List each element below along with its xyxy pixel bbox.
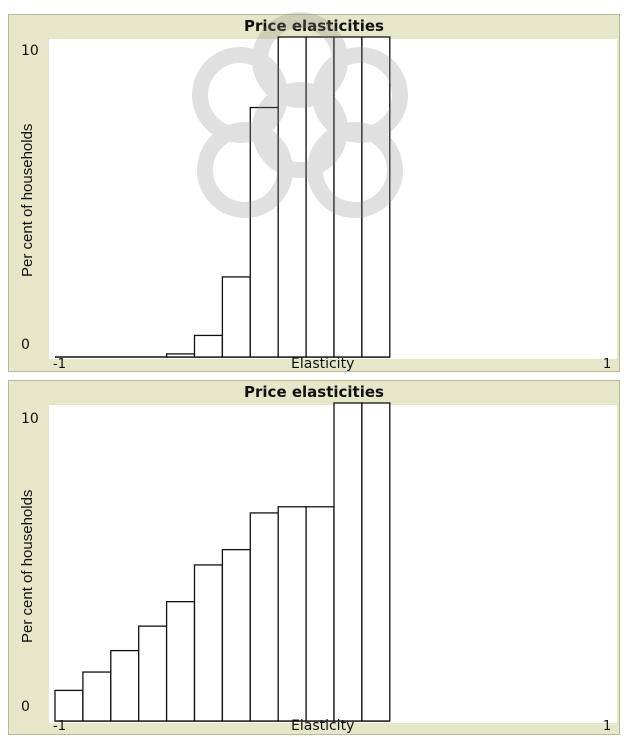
y-tick-label-min: 0	[21, 337, 30, 353]
chart-title: Price elasticities	[244, 17, 384, 35]
histogram-svg	[55, 36, 391, 358]
histogram-bar-10	[333, 36, 363, 358]
x-tick-label-max: 1	[603, 719, 612, 734]
histogram-bar-4	[165, 601, 196, 722]
plot-area	[49, 402, 617, 723]
histogram-svg	[54, 402, 391, 722]
x-axis-label: Elasticity	[291, 718, 355, 734]
histogram-bar-6	[221, 548, 251, 722]
y-axis-label: Per cent of households	[19, 123, 36, 277]
histogram-bar-0	[54, 689, 84, 722]
y-tick-label-max: 10	[21, 43, 39, 59]
histogram-bar-6	[221, 276, 251, 358]
histogram-bar-1	[82, 671, 112, 722]
x-axis-label: Elasticity	[291, 356, 355, 372]
chart-panel-top: Price elasticities Per cent of household…	[8, 14, 620, 372]
histogram-bar-5	[193, 564, 224, 722]
y-tick-label-min: 0	[21, 699, 30, 715]
histogram-bar-10	[333, 402, 363, 722]
y-axis-label: Per cent of households	[19, 489, 36, 643]
chart-title: Price elasticities	[244, 383, 384, 401]
histogram-bar-7	[249, 512, 279, 722]
histogram-bar-5	[193, 334, 224, 358]
histogram-bar-2	[110, 649, 140, 722]
histogram-bar-9	[305, 506, 335, 722]
histogram-bar-9	[305, 36, 335, 358]
y-tick-label-max: 10	[21, 411, 39, 427]
x-tick-label-min: -1	[53, 357, 66, 372]
histogram-bar-3	[138, 625, 168, 722]
x-tick-label-max: 1	[603, 357, 612, 372]
histogram-bar-11	[361, 36, 391, 358]
plot-area	[49, 36, 617, 359]
histogram-bar-11	[361, 402, 391, 722]
histogram-bar-8	[277, 36, 307, 358]
histogram-bar-7	[249, 106, 279, 358]
chart-panel-bottom: Price elasticities Per cent of household…	[8, 380, 620, 735]
x-tick-label-min: -1	[53, 719, 66, 734]
histogram-bar-8	[277, 506, 307, 722]
histogram-bar-4	[165, 353, 196, 358]
